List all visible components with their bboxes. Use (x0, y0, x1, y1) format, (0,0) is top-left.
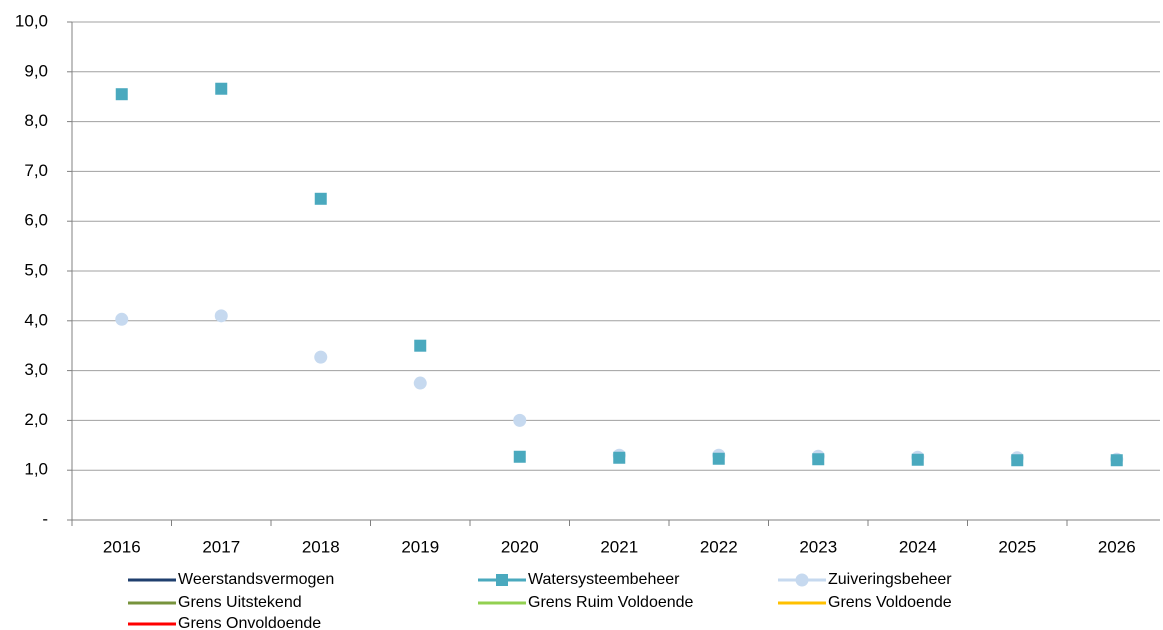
y-tick-label: 3,0 (24, 360, 48, 379)
legend-label: Grens Onvoldoende (178, 615, 321, 630)
marker (513, 413, 527, 427)
marker (1011, 454, 1024, 467)
marker (215, 82, 228, 95)
x-tick-label: 2025 (998, 537, 1036, 556)
legend-label: Grens Voldoende (828, 594, 952, 611)
x-tick-label: 2019 (401, 537, 439, 556)
y-tick-label: 10,0 (15, 11, 48, 30)
legend-label: Grens Ruim Voldoende (528, 594, 694, 611)
y-tick-label: 4,0 (24, 310, 48, 329)
marker (413, 376, 427, 390)
marker (712, 452, 725, 465)
x-tick-label: 2022 (700, 537, 738, 556)
y-tick-label: - (42, 509, 48, 528)
x-tick-label: 2018 (302, 537, 340, 556)
marker (214, 309, 228, 323)
x-tick-label: 2021 (600, 537, 638, 556)
legend-label: Grens Uitstekend (178, 594, 302, 611)
y-tick-label: 9,0 (24, 61, 48, 80)
x-tick-label: 2016 (103, 537, 141, 556)
marker (911, 453, 924, 466)
x-tick-label: 2017 (202, 537, 240, 556)
marker (314, 192, 327, 205)
legend-label: Watersysteembeheer (528, 571, 680, 588)
legend-label: Weerstandsvermogen (178, 571, 334, 588)
y-tick-label: 6,0 (24, 211, 48, 230)
marker (812, 453, 825, 466)
x-tick-label: 2024 (899, 537, 937, 556)
x-tick-label: 2020 (501, 537, 539, 556)
legend-marker (496, 574, 508, 586)
marker (115, 88, 128, 101)
y-tick-label: 8,0 (24, 111, 48, 130)
marker (513, 450, 526, 463)
marker (414, 339, 427, 352)
y-tick-label: 5,0 (24, 260, 48, 279)
x-tick-label: 2026 (1098, 537, 1136, 556)
x-tick-label: 2023 (799, 537, 837, 556)
y-tick-label: 1,0 (24, 460, 48, 479)
y-tick-label: 7,0 (24, 161, 48, 180)
legend-marker (795, 573, 809, 587)
marker (1110, 454, 1123, 467)
legend-label: Zuiveringsbeheer (828, 571, 952, 588)
marker (115, 312, 129, 326)
marker (613, 451, 626, 464)
marker (314, 350, 328, 364)
y-tick-label: 2,0 (24, 410, 48, 429)
